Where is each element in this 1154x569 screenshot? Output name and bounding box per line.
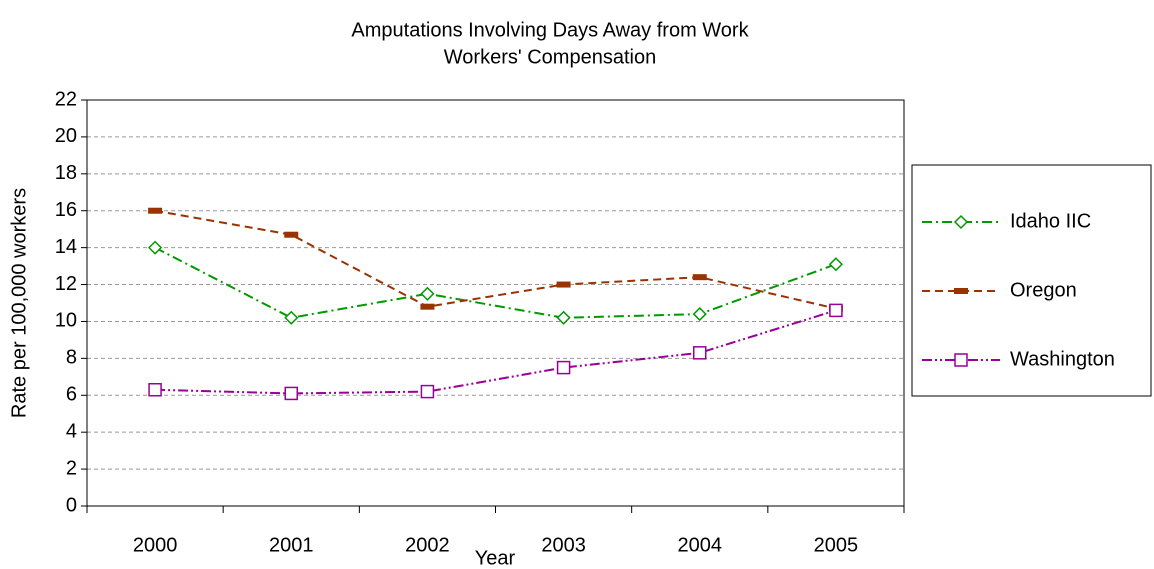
x-axis-label: Year bbox=[475, 547, 516, 569]
legend-label: Idaho IIC bbox=[1010, 210, 1091, 232]
y-tick-label: 2 bbox=[66, 457, 77, 479]
chart-title: Amputations Involving Days Away from Wor… bbox=[351, 19, 749, 41]
marker bbox=[420, 303, 435, 310]
marker bbox=[148, 207, 163, 214]
series-line bbox=[154, 246, 837, 319]
marker bbox=[148, 382, 162, 397]
x-tick-label: 2005 bbox=[814, 534, 859, 556]
marker bbox=[148, 240, 163, 255]
marker bbox=[954, 353, 968, 367]
marker bbox=[693, 346, 707, 360]
marker bbox=[420, 286, 435, 301]
marker bbox=[692, 307, 707, 322]
legend-label: Oregon bbox=[1010, 279, 1077, 301]
marker bbox=[692, 274, 707, 281]
x-tick-label: 2001 bbox=[269, 534, 314, 556]
chart-subtitle: Workers' Compensation bbox=[444, 46, 656, 68]
y-tick-label: 20 bbox=[55, 125, 77, 147]
marker bbox=[420, 384, 435, 399]
y-tick-label: 18 bbox=[55, 162, 77, 184]
marker bbox=[556, 310, 571, 325]
marker bbox=[828, 257, 843, 272]
plot-frame bbox=[86, 99, 905, 507]
series-line bbox=[154, 209, 837, 310]
marker bbox=[284, 386, 298, 401]
x-tick-label: 2003 bbox=[541, 534, 586, 556]
marker bbox=[556, 281, 571, 288]
y-tick-label: 4 bbox=[66, 420, 77, 442]
marker bbox=[556, 360, 571, 375]
series-line bbox=[155, 309, 837, 395]
marker bbox=[953, 214, 969, 230]
x-tick-label: 2004 bbox=[678, 534, 723, 556]
x-tick-label: 2002 bbox=[405, 534, 450, 556]
y-tick-label: 0 bbox=[66, 494, 77, 516]
y-tick-label: 12 bbox=[55, 273, 77, 295]
y-axis-label: Rate per 100,000 workers bbox=[8, 188, 30, 418]
legend-label: Washington bbox=[1010, 348, 1115, 370]
y-tick-label: 16 bbox=[55, 199, 77, 221]
marker bbox=[954, 288, 968, 294]
marker bbox=[829, 303, 843, 318]
x-tick-label: 2000 bbox=[133, 534, 178, 556]
marker bbox=[284, 231, 299, 238]
legend-box bbox=[911, 164, 1152, 397]
y-tick-label: 10 bbox=[55, 310, 77, 332]
y-tick-label: 22 bbox=[55, 88, 77, 110]
y-tick-label: 8 bbox=[66, 347, 77, 369]
y-tick-label: 14 bbox=[55, 236, 77, 258]
y-tick-label: 6 bbox=[66, 384, 77, 406]
marker bbox=[284, 310, 299, 325]
